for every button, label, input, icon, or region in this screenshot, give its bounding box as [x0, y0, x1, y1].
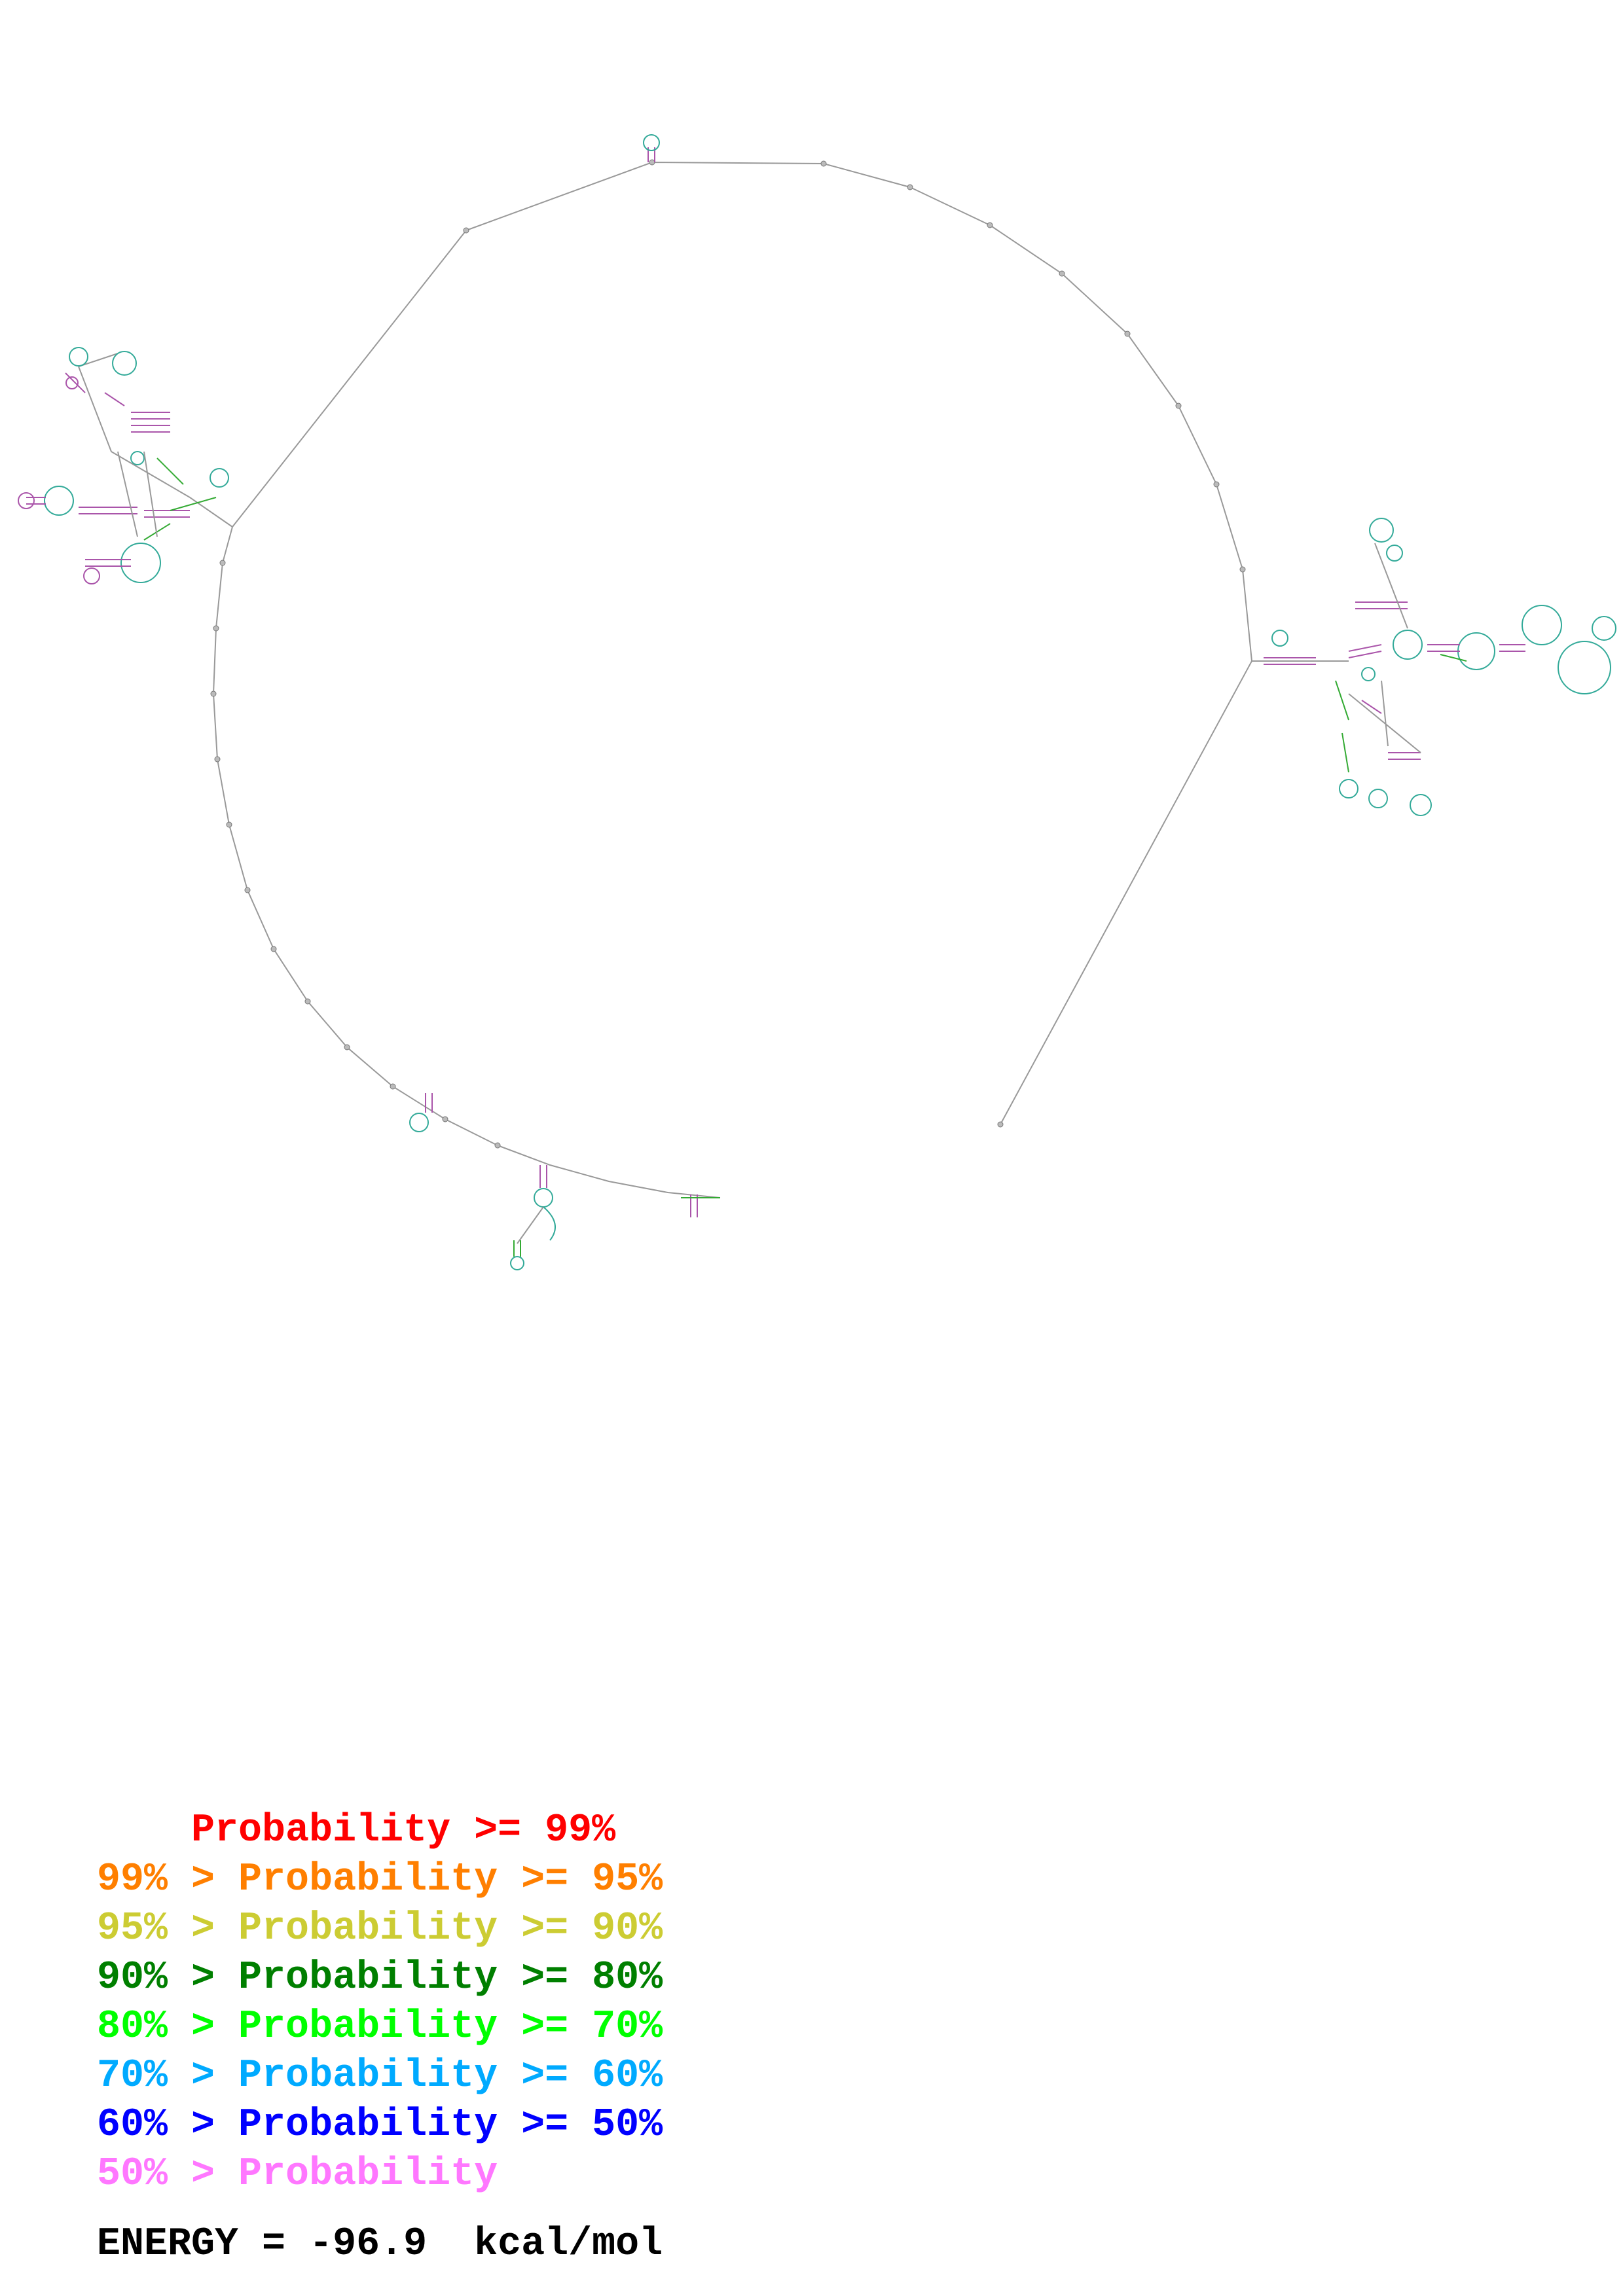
energy-readout: ENERGY = -96.9 kcal/mol	[97, 2222, 663, 2267]
nucleotide-dots	[210, 159, 1246, 1149]
backbone-line	[212, 526, 721, 1198]
legend-threshold: 95% >	[97, 1907, 239, 1951]
right-cluster	[1252, 518, 1616, 816]
legend-threshold: 80% >	[97, 2005, 239, 2049]
legend-threshold: 60% >	[97, 2103, 239, 2147]
legend-label: Probability >= 99%	[191, 1808, 616, 1853]
legend-label: Probability >= 95%	[238, 1857, 663, 1902]
legend-label: Probability >= 80%	[238, 1956, 663, 2000]
legend-label: Probability >= 60%	[238, 2054, 663, 2098]
legend-threshold: 99% >	[97, 1857, 239, 1902]
energy-value: -96.9	[309, 2222, 428, 2267]
legend-row: Probability >= 99%	[97, 1806, 663, 1856]
legend-row: 99% > Probability >= 95%	[97, 1856, 663, 1905]
legend-threshold: 70% >	[97, 2054, 239, 2098]
backbone-line	[1000, 660, 1252, 1125]
legend-threshold: 50% >	[97, 2152, 239, 2197]
legend-label: Probability >= 70%	[238, 2005, 663, 2049]
left-cluster	[18, 347, 233, 584]
legend-label: Probability	[238, 2152, 498, 2197]
hairpin-top	[643, 134, 660, 162]
energy-label: ENERGY =	[97, 2222, 310, 2267]
backbone-line	[232, 161, 1252, 662]
legend-threshold	[97, 1808, 191, 1853]
legend-label: Probability >= 50%	[238, 2103, 663, 2147]
legend-row: 95% > Probability >= 90%	[97, 1905, 663, 1954]
legend-row: 50% > Probability	[97, 2150, 663, 2199]
rna-structure-diagram	[18, 134, 1616, 1270]
energy-unit: kcal/mol	[474, 2222, 663, 2267]
legend-row: 60% > Probability >= 50%	[97, 2101, 663, 2150]
probability-legend: Probability >= 99% 99% > Probability >= 9…	[97, 1806, 663, 2199]
legend-row: 80% > Probability >= 70%	[97, 2003, 663, 2052]
legend-label: Probability >= 90%	[238, 1907, 663, 1951]
legend-threshold: 90% >	[97, 1956, 239, 2000]
bottom-cluster	[409, 1093, 720, 1270]
legend-row: 70% > Probability >= 60%	[97, 2052, 663, 2101]
legend-row: 90% > Probability >= 80%	[97, 1954, 663, 2003]
